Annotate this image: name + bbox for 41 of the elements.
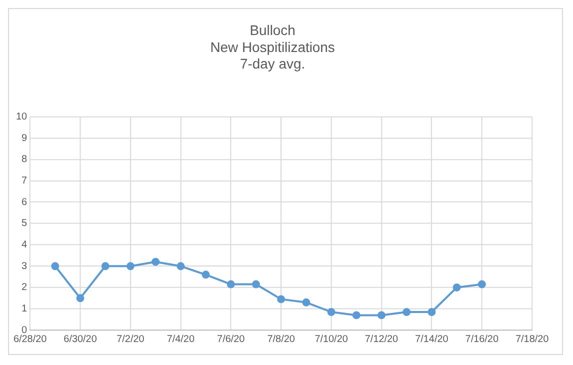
point [452,283,461,292]
x-tick-label: 7/16/20 [465,334,499,345]
point [51,262,60,270]
x-tick-label: 7/12/20 [364,334,399,345]
point [327,308,336,316]
y-tick-label: 5 [22,218,28,230]
point [277,295,286,304]
y-tick-label: 7 [22,176,28,187]
y-tick-label: 4 [22,240,28,251]
x-tick-label: 7/10/20 [314,334,348,345]
x-tick-label: 7/8/20 [267,334,296,345]
x-tick-label: 7/2/20 [116,334,145,345]
y-tick-label: 8 [22,154,28,166]
x-tick-label: 6/28/20 [13,334,48,345]
y-tick-label: 2 [22,282,28,294]
y-tick-label: 6 [22,196,28,208]
point [378,311,386,320]
point [226,280,235,288]
point [202,270,210,279]
point [101,262,110,270]
x-tick-label: 6/30/20 [64,334,98,345]
y-tick-label: 3 [22,260,28,272]
point [176,262,185,270]
point [152,258,160,266]
x-tick-label: 7/18/20 [516,334,550,345]
point [352,311,360,320]
y-tick-label: 1 [22,304,28,315]
point [402,308,411,316]
y-tick-label: 0 [22,324,28,336]
point [428,308,436,316]
point [126,262,134,270]
point [252,280,260,288]
y-tick-label: 10 [16,112,28,123]
point [302,298,310,306]
x-tick-label: 7/4/20 [166,334,195,345]
point [76,294,84,302]
y-tick-label: 9 [22,132,28,144]
point [478,280,486,288]
x-tick-label: 7/6/20 [217,334,246,345]
x-tick-label: 7/14/20 [415,334,449,345]
chart-title: Bulloch New Hospitilizations 7-day avg. [210,22,335,72]
